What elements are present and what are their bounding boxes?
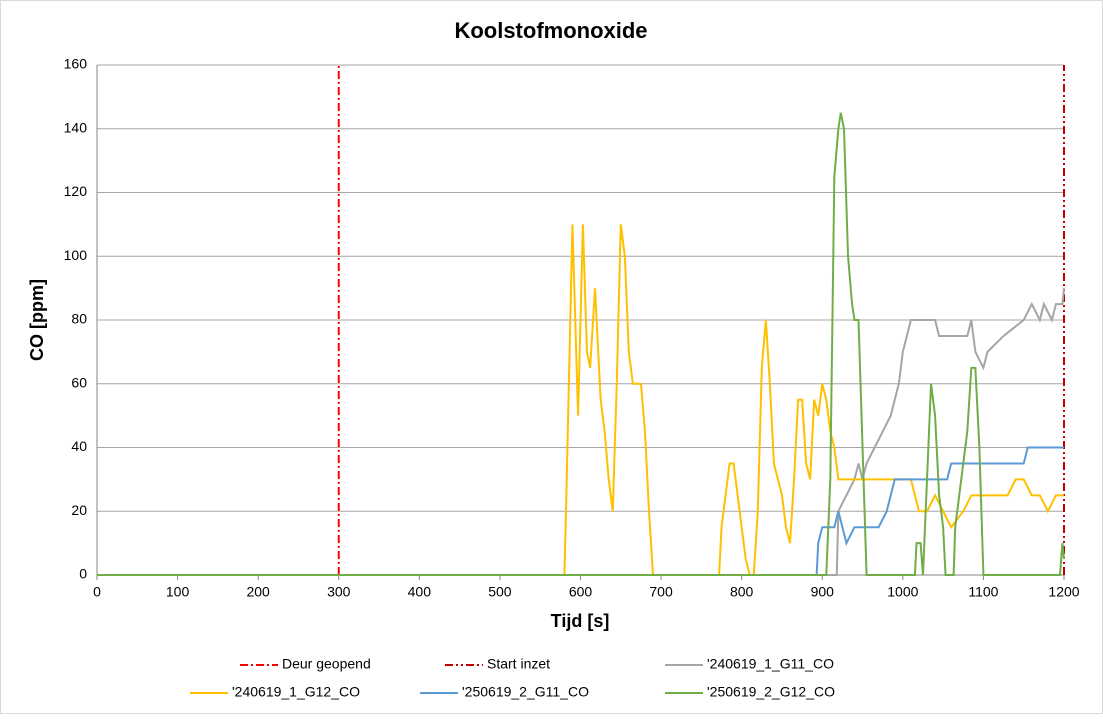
x-tick-label: 600 bbox=[569, 584, 593, 600]
legend-label: '240619_1_G12_CO bbox=[232, 684, 360, 700]
y-tick-label: 100 bbox=[64, 247, 88, 263]
legend-label: Deur geopend bbox=[282, 656, 371, 672]
y-axis-label: CO [ppm] bbox=[27, 279, 47, 361]
y-tick-label: 120 bbox=[64, 183, 88, 199]
x-tick-label: 300 bbox=[327, 584, 351, 600]
legend-label: '250619_2_G12_CO bbox=[707, 684, 835, 700]
x-tick-label: 700 bbox=[649, 584, 673, 600]
x-axis-label: Tijd [s] bbox=[551, 611, 610, 631]
y-tick-label: 60 bbox=[71, 374, 87, 390]
x-tick-label: 800 bbox=[730, 584, 754, 600]
x-tick-label: 400 bbox=[408, 584, 432, 600]
legend-label: Start inzet bbox=[487, 656, 550, 672]
y-tick-label: 160 bbox=[64, 56, 88, 72]
y-tick-label: 0 bbox=[79, 566, 87, 582]
series-line bbox=[97, 112, 1065, 576]
y-tick-label: 140 bbox=[64, 119, 88, 135]
series-line bbox=[97, 288, 1065, 576]
y-tick-label: 40 bbox=[71, 438, 87, 454]
x-tick-label: 500 bbox=[488, 584, 512, 600]
x-tick-label: 200 bbox=[246, 584, 270, 600]
y-tick-label: 80 bbox=[71, 311, 87, 327]
x-tick-label: 1000 bbox=[887, 584, 918, 600]
chart-title: Koolstofmonoxide bbox=[454, 18, 647, 43]
legend-label: '250619_2_G11_CO bbox=[462, 684, 589, 700]
y-tick-label: 20 bbox=[71, 502, 87, 518]
x-tick-label: 1200 bbox=[1048, 584, 1079, 600]
x-tick-label: 1100 bbox=[968, 584, 998, 600]
x-tick-label: 100 bbox=[166, 584, 190, 600]
legend-label: '240619_1_G11_CO bbox=[707, 656, 834, 672]
x-tick-label: 0 bbox=[93, 584, 101, 600]
x-tick-label: 900 bbox=[811, 584, 835, 600]
